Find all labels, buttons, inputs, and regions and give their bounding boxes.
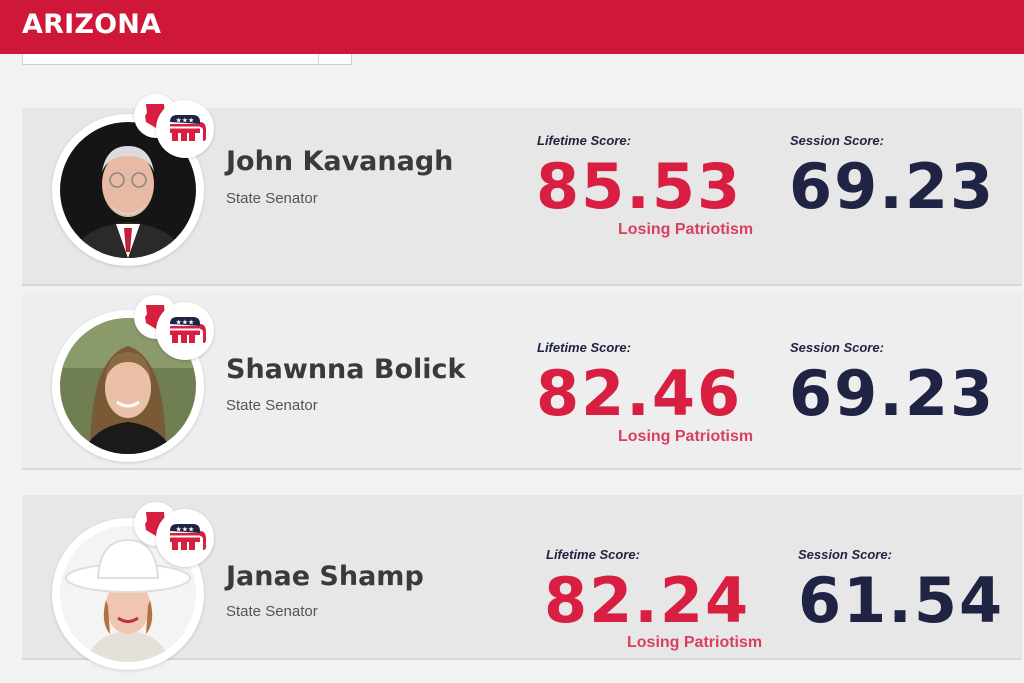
legislator-card[interactable]: Shawnna Bolick State Senator Lifetime Sc… <box>22 292 1022 470</box>
session-score-label: Session Score: <box>790 340 884 355</box>
lifetime-score-label: Lifetime Score: <box>537 133 631 148</box>
session-score-value: 69.23 <box>789 357 996 430</box>
legislator-role: State Senator <box>226 397 318 414</box>
session-score-label: Session Score: <box>798 547 892 562</box>
legislator-card[interactable]: Janae Shamp State Senator Lifetime Score… <box>22 495 1022 670</box>
legislator-name[interactable]: Janae Shamp <box>226 561 424 592</box>
patriotism-status: Losing Patriotism <box>618 221 754 238</box>
legislator-role: State Senator <box>226 190 318 207</box>
republican-elephant-icon <box>156 302 214 360</box>
portrait-image <box>60 318 196 454</box>
legislator-role: State Senator <box>226 603 318 620</box>
page-header: ARIZONA <box>0 0 1024 54</box>
session-score-value: 61.54 <box>798 564 1005 637</box>
legislator-name[interactable]: John Kavanagh <box>226 146 454 177</box>
lifetime-score-value: 82.24 <box>544 564 751 637</box>
search-divider <box>318 54 319 64</box>
avatar <box>52 518 204 670</box>
lifetime-score-value: 85.53 <box>536 150 743 223</box>
session-score-value: 69.23 <box>789 150 996 223</box>
lifetime-score-label: Lifetime Score: <box>546 547 640 562</box>
legislator-name[interactable]: Shawnna Bolick <box>226 354 466 385</box>
republican-elephant-icon <box>156 100 214 158</box>
session-score-label: Session Score: <box>790 133 884 148</box>
republican-elephant-icon <box>156 509 214 567</box>
lifetime-score-value: 82.46 <box>536 357 743 430</box>
avatar <box>52 310 204 462</box>
patriotism-status: Losing Patriotism <box>627 634 763 651</box>
legislator-card[interactable]: John Kavanagh State Senator Lifetime Sco… <box>22 94 1022 286</box>
patriotism-status: Losing Patriotism <box>618 428 754 445</box>
state-title: ARIZONA <box>22 9 162 40</box>
lifetime-score-label: Lifetime Score: <box>537 340 631 355</box>
search-input[interactable] <box>22 54 352 65</box>
